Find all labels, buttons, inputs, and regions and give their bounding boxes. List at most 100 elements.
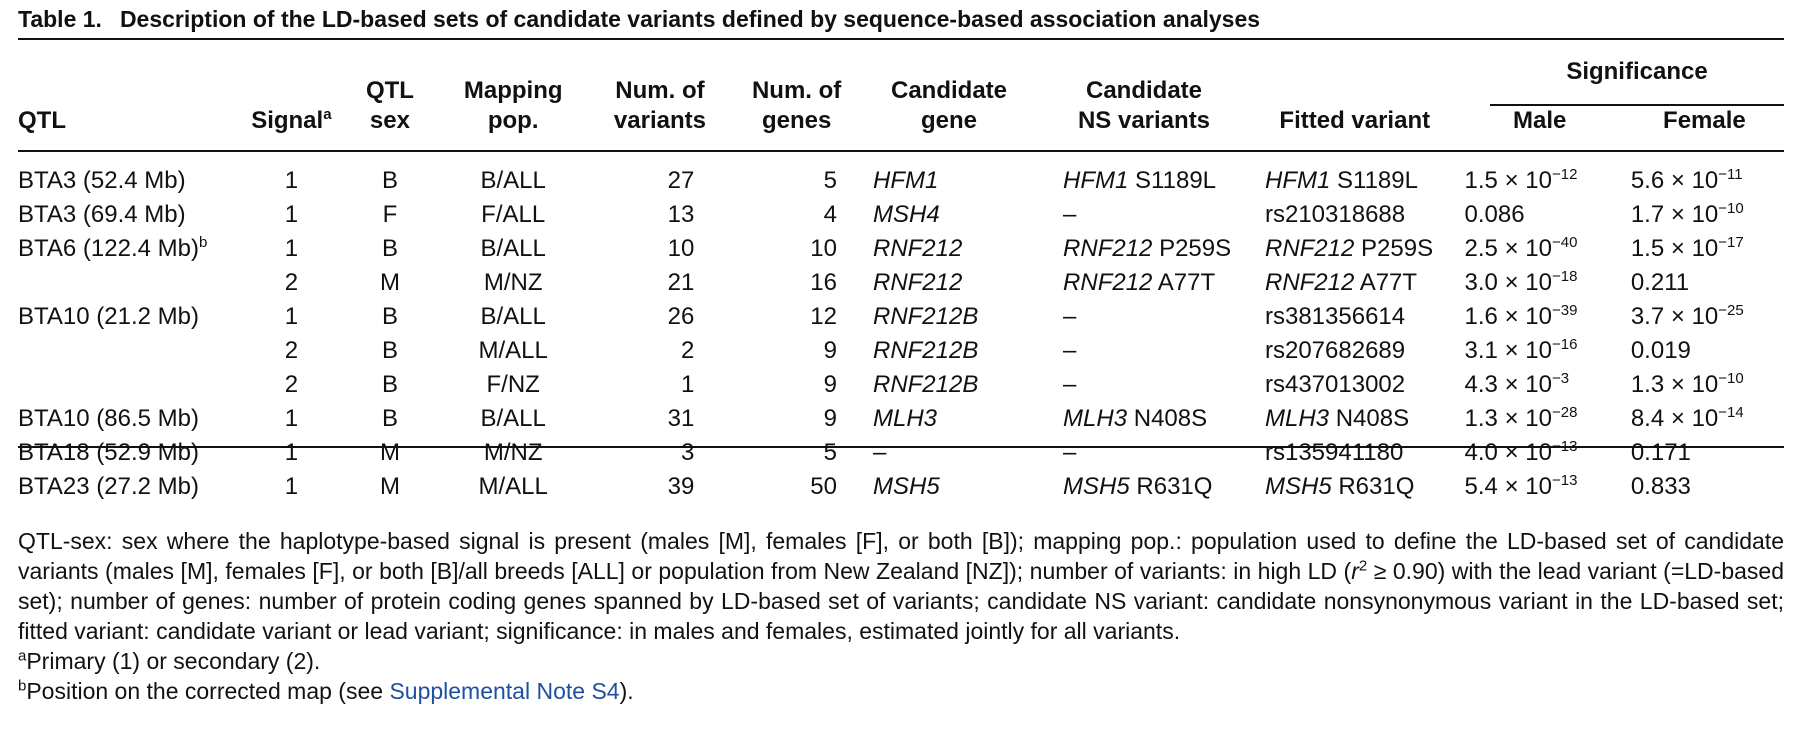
cell-num-variants: 3 xyxy=(680,439,695,466)
cell-qtl: BTA6 (122.4 Mb)b xyxy=(18,234,208,262)
cell-candidate-ns: – xyxy=(1063,303,1077,330)
cell-signal: 1 xyxy=(284,473,299,500)
cell-sex: F xyxy=(382,201,398,228)
cell-fitted-variant: MLH3 N408S xyxy=(1264,405,1410,432)
col-fitted-variant: Fitted variant xyxy=(1279,107,1431,134)
cell-pop: F/ALL xyxy=(481,201,546,228)
cell-signal: 1 xyxy=(284,405,299,432)
cell-candidate-ns: – xyxy=(1063,337,1077,364)
cell-num-variants: 10 xyxy=(667,235,695,262)
cell-fitted-variant: HFM1 S1189L xyxy=(1264,167,1418,194)
cell-qtl xyxy=(18,368,238,402)
table-row: BTA10 (86.5 Mb) 1 B B/ALL 31 9 MLH3 MLH3 N408S M… xyxy=(18,402,1784,436)
cell-num-genes: 9 xyxy=(823,405,837,432)
cell-signal: 2 xyxy=(284,371,299,398)
cell-fitted-variant: rs437013002 xyxy=(1264,371,1406,398)
cell-signal: 2 xyxy=(284,337,299,364)
cell-candidate-gene: RNF212 xyxy=(872,235,963,262)
cell-fitted-variant: rs210318688 xyxy=(1264,201,1406,228)
cell-candidate-gene: MSH4 xyxy=(872,201,940,228)
cell-pop: M/ALL xyxy=(478,473,548,500)
cell-candidate-gene: RNF212B xyxy=(872,303,979,330)
cell-fitted-variant: rs135941180 xyxy=(1264,439,1404,466)
cell-qtl: BTA10 (21.2 Mb) xyxy=(18,303,199,330)
cell-female: 0.019 xyxy=(1630,337,1691,364)
cell-num-genes: 5 xyxy=(823,439,837,466)
note-b: bPosition on the corrected map (see Supp… xyxy=(18,677,634,704)
cell-fitted-variant: RNF212 P259S xyxy=(1264,235,1434,262)
cell-qtl: BTA3 (52.4 Mb) xyxy=(18,167,186,194)
significance-header: Significance xyxy=(1566,58,1708,85)
supplemental-note-link[interactable]: Supplemental Note S4 xyxy=(389,678,620,704)
cell-fitted-variant: RNF212 A77T xyxy=(1264,269,1418,296)
cell-qtl: BTA18 (52.9 Mb) xyxy=(18,439,199,466)
cell-pop: F/NZ xyxy=(486,371,540,398)
col-qtl: QTL xyxy=(18,107,66,134)
cell-pop: B/ALL xyxy=(480,235,546,262)
table-body: BTA3 (52.4 Mb) 1 B B/ALL 27 5 HFM1 HFM1 S1189L H… xyxy=(18,164,1784,504)
cell-candidate-gene: RNF212B xyxy=(872,371,979,398)
cell-male: 2.5 × 10−40 xyxy=(1464,234,1578,262)
cell-male: 5.4 × 10−13 xyxy=(1464,472,1578,500)
cell-candidate-ns: MSH5 R631Q xyxy=(1063,473,1213,500)
cell-female: 5.6 × 10−11 xyxy=(1630,166,1743,194)
cell-sex: B xyxy=(381,235,398,262)
col-female: Female xyxy=(1663,107,1746,134)
cell-male: 4.3 × 10−3 xyxy=(1464,370,1570,398)
col-num-variants: Num. of variants xyxy=(613,77,706,134)
cell-candidate-gene: MLH3 xyxy=(872,405,938,432)
cell-sex: B xyxy=(381,405,398,432)
cell-pop: B/ALL xyxy=(480,167,546,194)
cell-male: 1.6 × 10−39 xyxy=(1464,302,1578,330)
cell-pop: B/ALL xyxy=(480,303,546,330)
col-qtl-sex: QTL sex xyxy=(365,77,414,134)
table-row: BTA3 (69.4 Mb) 1 F F/ALL 13 4 MSH4 – rs210318688… xyxy=(18,198,1784,232)
cell-sex: B xyxy=(381,167,398,194)
cell-candidate-ns: RNF212 P259S xyxy=(1063,235,1232,262)
cell-num-genes: 12 xyxy=(810,303,837,330)
table-row: BTA10 (21.2 Mb) 1 B B/ALL 26 12 RNF212B – rs3813… xyxy=(18,300,1784,334)
note-main: QTL-sex: sex where the haplotype-based s… xyxy=(18,528,1784,644)
cell-sex: M xyxy=(379,269,400,296)
note-a: aPrimary (1) or secondary (2). xyxy=(18,647,321,674)
cell-signal: 2 xyxy=(284,269,299,296)
cell-candidate-ns: HFM1 S1189L xyxy=(1063,167,1217,194)
cell-male: 3.1 × 10−16 xyxy=(1464,336,1578,364)
cell-signal: 1 xyxy=(284,167,299,194)
cell-num-genes: 16 xyxy=(810,269,837,296)
cell-signal: 1 xyxy=(284,303,299,330)
cell-male: 3.0 × 10−18 xyxy=(1464,268,1578,296)
cell-signal: 1 xyxy=(284,201,299,228)
cell-sex: B xyxy=(381,303,398,330)
table-notes: QTL-sex: sex where the haplotype-based s… xyxy=(18,526,1784,706)
cell-female: 3.7 × 10−25 xyxy=(1630,302,1744,330)
cell-num-genes: 9 xyxy=(823,371,837,398)
cell-num-variants: 39 xyxy=(667,473,695,500)
cell-female: 8.4 × 10−14 xyxy=(1630,404,1744,432)
table-row: BTA23 (27.2 Mb) 1 M M/ALL 39 50 MSH5 MSH5 R631Q… xyxy=(18,470,1784,504)
table-row: 2 B F/NZ 1 9 RNF212B – rs437013002 4.3 × 10−3 1.3… xyxy=(18,368,1784,402)
cell-sex: B xyxy=(381,371,398,398)
cell-male: 1.5 × 10−12 xyxy=(1464,166,1578,194)
cell-fitted-variant: rs207682689 xyxy=(1264,337,1406,364)
cell-male: 1.3 × 10−28 xyxy=(1464,404,1578,432)
cell-candidate-ns: MLH3 N408S xyxy=(1063,405,1208,432)
cell-num-variants: 27 xyxy=(667,167,695,194)
table-row: BTA18 (52.9 Mb) 1 M M/NZ 3 5 – – rs135941180 4.0 … xyxy=(18,436,1784,470)
cell-num-genes: 4 xyxy=(823,201,837,228)
significance-rule xyxy=(1490,104,1784,106)
header-rule xyxy=(18,150,1784,152)
col-mapping-pop: Mapping pop. xyxy=(463,77,563,134)
cell-sex: M xyxy=(379,473,400,500)
cell-num-variants: 31 xyxy=(667,405,695,432)
cell-qtl xyxy=(18,266,238,300)
col-num-genes: Num. of genes xyxy=(751,77,842,134)
cell-candidate-gene: HFM1 xyxy=(872,167,939,194)
cell-candidate-gene: RNF212B xyxy=(872,337,979,364)
cell-sex: B xyxy=(381,337,398,364)
cell-num-genes: 10 xyxy=(810,235,837,262)
cell-fitted-variant: MSH5 R631Q xyxy=(1264,473,1415,500)
cell-female: 0.833 xyxy=(1630,473,1691,500)
col-signal: Signala xyxy=(251,106,332,134)
col-candidate-ns: Candidate NS variants xyxy=(1077,77,1211,134)
